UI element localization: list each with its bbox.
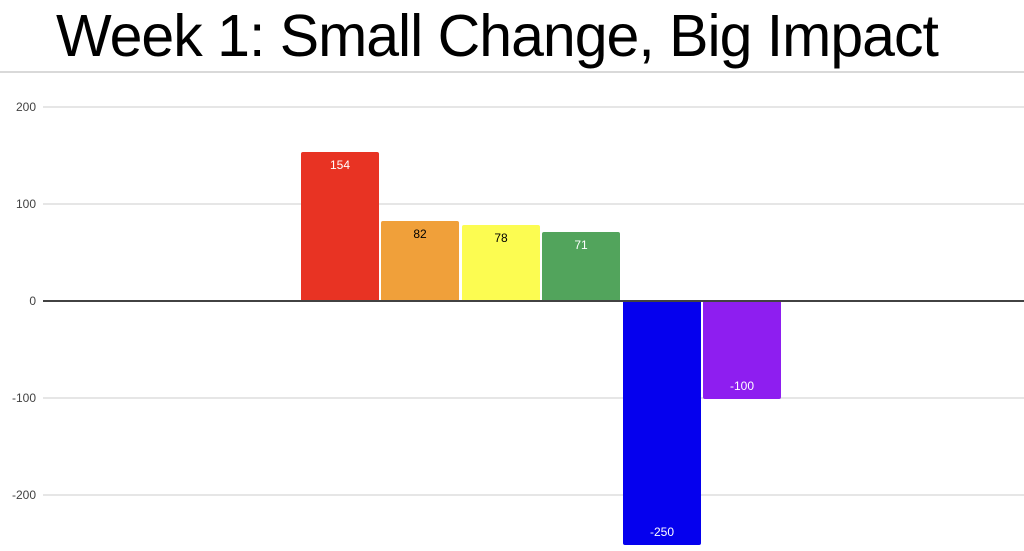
gridline — [43, 203, 1024, 205]
header-divider — [0, 71, 1024, 73]
y-axis-tick-label: -100 — [11, 391, 36, 405]
bar-series-3[interactable]: 71 — [542, 232, 620, 301]
bar-data-label: -100 — [729, 379, 755, 393]
bar-data-label: 71 — [574, 238, 588, 253]
chart-title: Week 1: Small Change, Big Impact — [56, 2, 939, 69]
bar-series-0[interactable]: 154 — [301, 151, 379, 301]
y-axis-tick-label: -200 — [11, 488, 36, 502]
y-axis-tick-label: 100 — [15, 197, 36, 211]
gridline — [43, 106, 1024, 108]
bar-data-label: 154 — [329, 157, 351, 172]
bar-data-label: 78 — [494, 231, 508, 246]
chart-header: Week 1: Small Change, Big Impact — [0, 0, 1024, 71]
y-axis-tick-label: 200 — [15, 100, 36, 114]
bar-series-5[interactable]: -100 — [703, 302, 781, 399]
gridline — [43, 494, 1024, 496]
bar-series-4[interactable]: -250 — [623, 302, 701, 545]
bar-data-label: -250 — [649, 524, 675, 539]
plot-area: 200 100 0 -100 -200 154 82 78 71 -250 -100 — [0, 73, 1024, 551]
zero-axis-line — [43, 300, 1024, 302]
bar-data-label: 82 — [413, 227, 427, 242]
bar-series-1[interactable]: 82 — [381, 221, 459, 301]
y-axis-tick-label: 0 — [29, 294, 36, 308]
bar-series-2[interactable]: 78 — [462, 225, 540, 301]
gridline — [43, 397, 1024, 399]
